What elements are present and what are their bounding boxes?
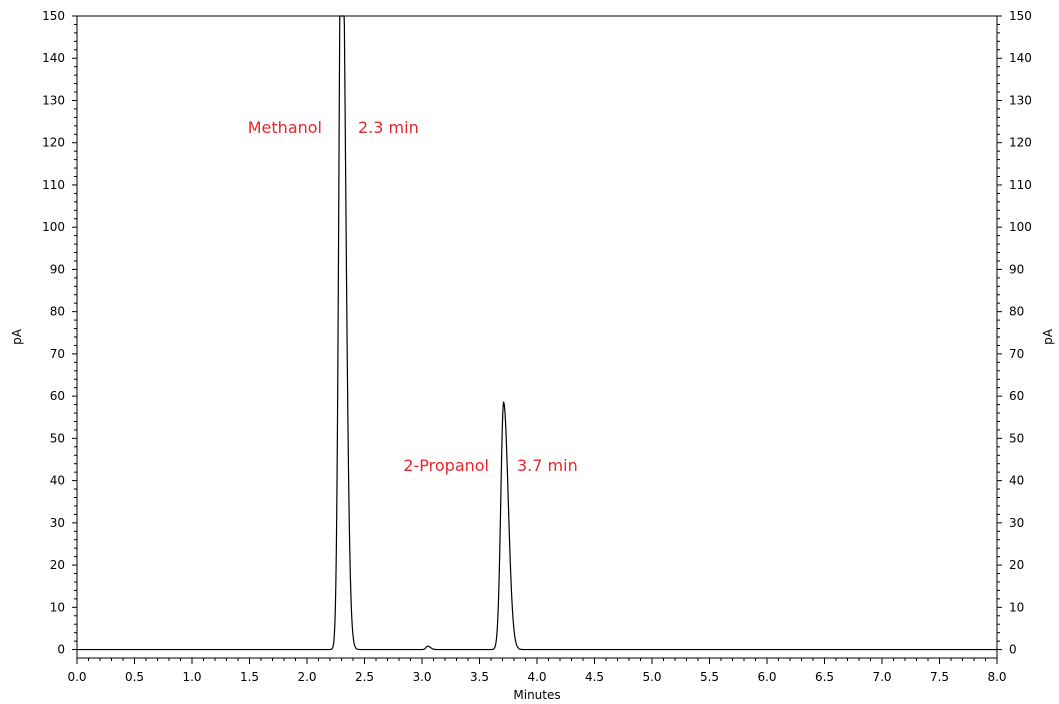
y-tick-label-right: 0 — [1009, 643, 1017, 657]
y-tick-label-left: 120 — [42, 136, 65, 150]
y-tick-label-right: 30 — [1009, 516, 1024, 530]
x-tick-label: 4.0 — [527, 670, 546, 684]
x-tick-label: 4.5 — [585, 670, 604, 684]
y-tick-label-left: 70 — [50, 347, 65, 361]
y-tick-label-right: 140 — [1009, 51, 1032, 65]
y-tick-label-right: 110 — [1009, 178, 1032, 192]
y-tick-label-left: 80 — [50, 305, 65, 319]
y-tick-label-right: 20 — [1009, 558, 1024, 572]
y-tick-label-right: 70 — [1009, 347, 1024, 361]
y-tick-label-right: 120 — [1009, 136, 1032, 150]
x-tick-label: 8.0 — [987, 670, 1006, 684]
y-tick-label-right: 150 — [1009, 9, 1032, 23]
y-tick-label-left: 50 — [50, 431, 65, 445]
y-tick-label-left: 20 — [50, 558, 65, 572]
y-tick-label-right: 10 — [1009, 600, 1024, 614]
x-tick-label: 2.0 — [297, 670, 316, 684]
peak-rt-2-propanol: 3.7 min — [517, 456, 578, 475]
y-axis-label-right: pA — [1041, 328, 1055, 345]
x-tick-label: 5.0 — [642, 670, 661, 684]
x-tick-label: 2.5 — [355, 670, 374, 684]
x-tick-label: 0.5 — [125, 670, 144, 684]
chromatogram-trace — [77, 15, 997, 651]
y-tick-label-left: 90 — [50, 262, 65, 276]
x-tick-label: 1.5 — [240, 670, 259, 684]
x-tick-label: 3.5 — [470, 670, 489, 684]
y-tick-label-right: 60 — [1009, 389, 1024, 403]
y-tick-label-left: 100 — [42, 220, 65, 234]
y-tick-label-right: 130 — [1009, 93, 1032, 107]
x-tick-label: 1.0 — [182, 670, 201, 684]
x-tick-label: 7.0 — [872, 670, 891, 684]
y-tick-label-left: 140 — [42, 51, 65, 65]
y-tick-label-left: 130 — [42, 93, 65, 107]
y-tick-label-left: 0 — [57, 643, 65, 657]
y-tick-label-left: 30 — [50, 516, 65, 530]
y-tick-label-right: 100 — [1009, 220, 1032, 234]
axes: 0.0 0.5 1.0 1.5 2.0 2.5 3.0 3.5 4.0 4.5 5.0 5.5 6.0 6… — [42, 9, 1032, 684]
plot-frame — [76, 15, 998, 659]
peak-label-methanol: Methanol — [248, 118, 322, 137]
x-tick-label: 6.0 — [757, 670, 776, 684]
x-tick-label: 0.0 — [67, 670, 86, 684]
y-tick-label-left: 60 — [50, 389, 65, 403]
peak-label-2-propanol: 2-Propanol — [403, 456, 489, 475]
x-axis-label: Minutes — [513, 688, 560, 702]
y-tick-label-right: 50 — [1009, 431, 1024, 445]
x-tick-label: 6.5 — [815, 670, 834, 684]
peak-rt-methanol: 2.3 min — [358, 118, 419, 137]
y-tick-label-right: 90 — [1009, 262, 1024, 276]
y-tick-label-left: 40 — [50, 474, 65, 488]
y-tick-label-right: 40 — [1009, 474, 1024, 488]
x-tick-label: 3.0 — [412, 670, 431, 684]
y-axis-label-left: pA — [10, 328, 24, 345]
y-tick-label-left: 10 — [50, 600, 65, 614]
x-tick-label: 7.5 — [930, 670, 949, 684]
x-tick-label: 5.5 — [700, 670, 719, 684]
y-tick-label-left: 150 — [42, 9, 65, 23]
y-tick-label-right: 80 — [1009, 305, 1024, 319]
y-tick-label-left: 110 — [42, 178, 65, 192]
